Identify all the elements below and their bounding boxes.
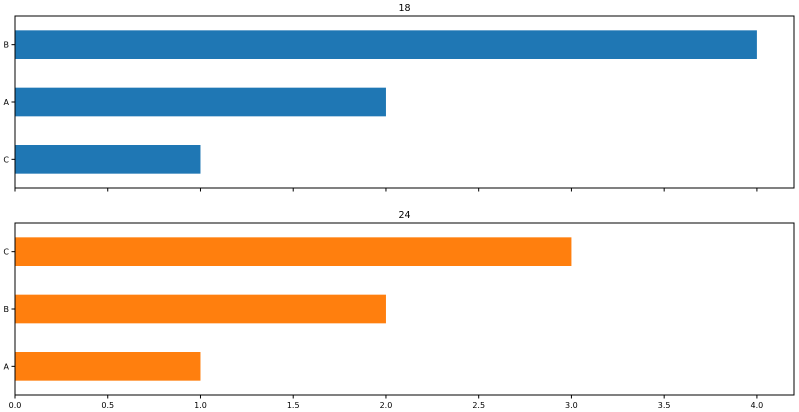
chart-panel-2: A B C 0.0 0.5 1.0 1.5 2.0 2.5 3.0 3.5 4.0 24: [3, 210, 795, 410]
x-tick-label: 0.5: [101, 401, 114, 410]
y-tick-label: B: [4, 41, 10, 50]
y-tick-label: A: [4, 98, 10, 107]
y-tick-label: A: [4, 362, 10, 371]
x-tick-label: 3.0: [565, 401, 578, 410]
bar-b: [15, 30, 757, 59]
x-tick-label: 3.5: [658, 401, 671, 410]
x-tick-label: 2.5: [472, 401, 485, 410]
bar-c: [15, 237, 572, 266]
x-tick-label: 1.0: [194, 401, 207, 410]
bar-b: [15, 294, 386, 324]
chart-panel-1: C A B 18: [3, 3, 795, 192]
chart-title: 18: [398, 3, 410, 14]
y-tick-label: B: [4, 305, 10, 314]
y-tick-label: C: [3, 155, 9, 164]
x-tick-label: 0.0: [9, 401, 22, 410]
x-tick-label: 1.5: [287, 401, 300, 410]
bar-a: [15, 87, 386, 117]
bar-a: [15, 352, 201, 381]
y-tick-label: C: [3, 248, 9, 257]
axes-frame: [14, 15, 795, 189]
x-tick-label: 4.0: [751, 401, 764, 410]
axes-frame: [14, 222, 795, 396]
chart-title: 24: [398, 210, 410, 221]
bar-c: [15, 145, 201, 174]
x-tick-label: 2.0: [380, 401, 393, 410]
